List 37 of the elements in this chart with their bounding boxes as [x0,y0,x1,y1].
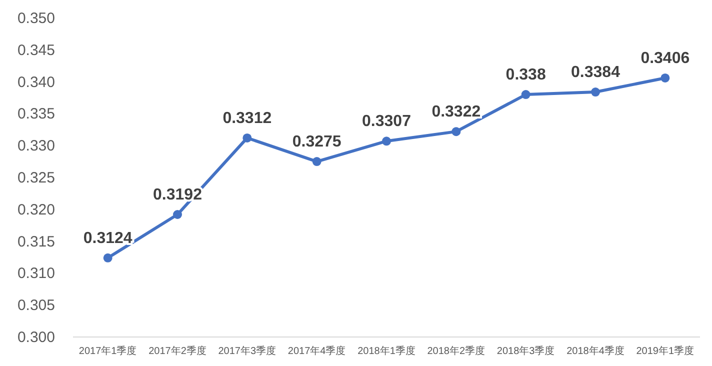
data-label: 0.3384 [571,64,620,82]
point [660,73,670,82]
data-label: 0.338 [506,66,546,84]
point [382,136,391,146]
y-tick-label: 0.310 [17,265,55,282]
y-tick-label: 0.340 [17,74,55,91]
data-label: 0.3406 [640,50,690,67]
x-tick-label: 2018年4季度 [566,345,624,357]
x-tick-label: 2019年1季度 [636,345,694,357]
data-label: 0.3124 [83,230,132,247]
point [521,90,530,100]
x-tick-label: 2017年1季度 [78,345,137,357]
point [173,210,182,220]
data-label: 0.3307 [362,113,412,130]
x-tick-label: 2018年2季度 [427,345,486,357]
point [312,157,322,166]
y-tick-label: 0.305 [17,297,55,314]
y-tick-label: 0.345 [17,42,55,59]
point [103,253,112,262]
data-label: 0.3312 [222,110,272,127]
y-tick-label: 0.325 [17,170,55,186]
point [591,88,600,97]
x-tick-label: 2018年3季度 [496,345,555,357]
y-tick-label: 0.335 [17,106,55,123]
x-tick-label: 2017年4季度 [288,345,346,357]
y-tick-label: 0.300 [17,329,55,346]
y-tick-label: 0.330 [17,138,55,155]
y-tick-label: 0.315 [17,233,55,250]
x-tick-label: 2018年1季度 [358,345,416,357]
point [242,133,252,142]
data-label: 0.3322 [432,104,481,121]
y-tick-label: 0.320 [17,201,55,218]
data-label: 0.3275 [292,134,342,151]
x-tick-label: 2017年3季度 [218,345,276,357]
point [452,127,461,136]
y-tick-label: 0.350 [17,10,55,27]
x-tick-label: 2017年2季度 [148,345,206,357]
